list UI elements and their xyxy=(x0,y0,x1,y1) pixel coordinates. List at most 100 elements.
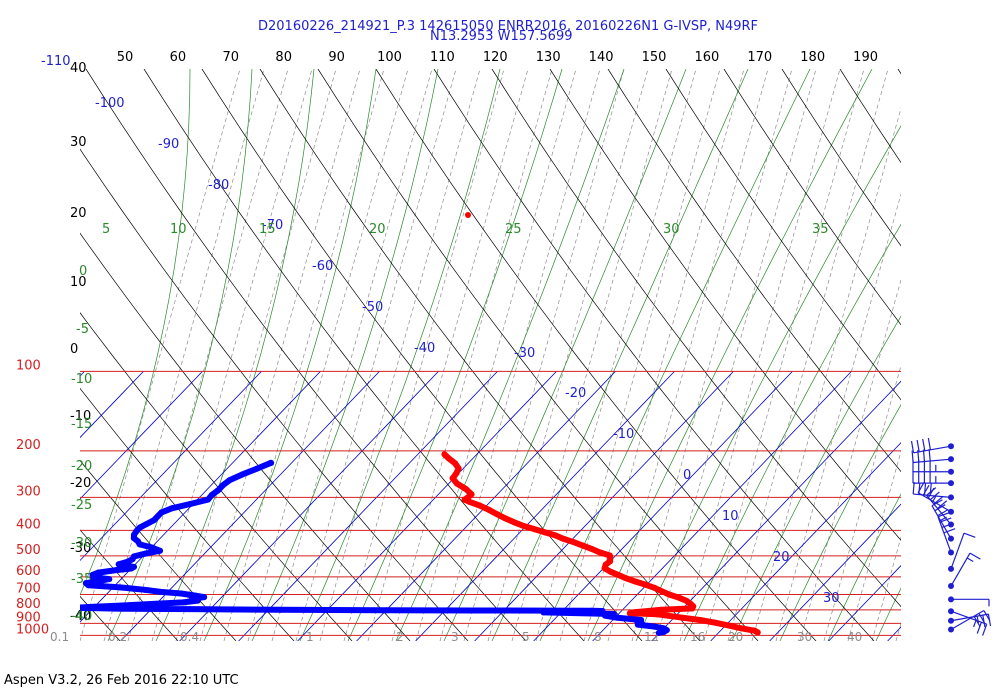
dry-adiabat xyxy=(433,69,875,641)
wind-barb-point xyxy=(948,494,954,501)
temperature-point xyxy=(651,584,658,591)
mixing-ratio-label: 2 xyxy=(396,630,404,644)
isotherm-line xyxy=(120,371,380,641)
wind-barb xyxy=(937,512,956,556)
isotherm-label: -90 xyxy=(158,137,179,152)
isotherm-lines xyxy=(80,371,1000,641)
height-label: -20 xyxy=(70,476,91,491)
pressure-label: 800 xyxy=(16,597,41,612)
temperature-point xyxy=(607,568,614,575)
mixing-ratio-line xyxy=(535,69,697,641)
top-axis-label: 70 xyxy=(223,50,240,65)
pressure-label: 500 xyxy=(16,543,41,558)
dry-adiabat xyxy=(665,69,901,401)
dewpoint-point xyxy=(124,558,131,565)
isotherm-line xyxy=(710,442,901,641)
dewpoint-point xyxy=(239,471,246,478)
wind-barb-point xyxy=(948,468,954,475)
wind-barb xyxy=(948,552,981,590)
wind-barb xyxy=(948,532,976,572)
mixing-ratio-line xyxy=(895,621,901,641)
mixing-ratio-line xyxy=(343,69,505,641)
pressure-label: 200 xyxy=(16,438,41,453)
isotherm-line xyxy=(947,371,1000,641)
wind-barb-staff xyxy=(950,552,971,587)
dewpoint-point xyxy=(613,614,620,621)
dry-adiabat xyxy=(201,69,643,641)
dewpoint-point xyxy=(177,590,184,597)
wetbulb-label: 30 xyxy=(663,222,680,237)
isotherm-label: -100 xyxy=(95,96,125,111)
dewpoint-point xyxy=(113,567,120,574)
isotherm-line xyxy=(415,371,675,641)
isotherm-label: 30 xyxy=(823,591,840,606)
wind-barb-point xyxy=(948,480,954,487)
moist-adiabat xyxy=(155,69,315,641)
mixing-ratio-line xyxy=(607,69,769,641)
dry-adiabat xyxy=(375,69,817,641)
isotherm-label: -10 xyxy=(613,427,634,442)
wind-barb-point xyxy=(948,456,954,463)
temperature-point xyxy=(579,542,586,549)
moist-adiabat xyxy=(299,69,501,641)
wind-barb-flag xyxy=(916,439,920,452)
wind-barb-point xyxy=(948,583,954,590)
wetbulb-label: 20 xyxy=(369,222,386,237)
wind-barb-flag xyxy=(937,512,950,518)
wetbulb-label: -15 xyxy=(71,417,92,432)
mixing-ratio-line xyxy=(367,69,529,641)
isotherm-line xyxy=(651,380,901,641)
wind-barb-staff xyxy=(937,516,952,553)
wind-barb-flag xyxy=(973,615,981,627)
temperature-point xyxy=(683,597,690,604)
isotherm-line xyxy=(80,371,262,561)
mixing-ratio-line xyxy=(511,69,673,641)
wind-barb xyxy=(931,499,954,542)
top-axis-label: 150 xyxy=(642,50,667,65)
wetbulb-label: 35 xyxy=(812,222,829,237)
mixing-ratio-line xyxy=(247,69,409,641)
moist-adiabat xyxy=(251,69,439,641)
isotherm-line xyxy=(80,371,203,500)
dewpoint-point xyxy=(88,603,95,610)
dewpoint-point xyxy=(634,621,641,628)
dewpoint-point xyxy=(208,492,215,499)
top-axis-label: 170 xyxy=(747,50,772,65)
dewpoint-line xyxy=(80,459,670,636)
wind-barb xyxy=(912,471,954,487)
wind-barb-point xyxy=(948,626,954,633)
temperature-point xyxy=(725,622,732,629)
height-label: -30 xyxy=(70,541,91,556)
dewpoint-point xyxy=(188,595,195,602)
dewpoint-point xyxy=(540,609,547,616)
wind-barb-flag xyxy=(927,437,932,450)
wind-barb-flag xyxy=(937,509,949,517)
dry-adiabat xyxy=(80,312,353,641)
temperature-point xyxy=(511,519,518,526)
isotherm-label: -40 xyxy=(414,341,435,356)
temperature-point xyxy=(493,511,500,518)
temperature-point xyxy=(654,611,661,618)
dewpoint-point xyxy=(117,584,124,591)
isotherm-label: 0 xyxy=(683,468,691,483)
mixing-ratio-line xyxy=(920,69,1000,641)
mixing-ratio-line xyxy=(415,69,577,641)
temperature-point xyxy=(452,460,459,467)
height-label: 30 xyxy=(70,135,87,150)
wind-barb xyxy=(948,596,990,607)
dry-adiabat xyxy=(143,69,585,641)
isotherm-line xyxy=(592,371,852,641)
wind-barb-flag xyxy=(932,494,937,502)
wetbulb-label: -5 xyxy=(76,322,89,337)
temperature-point xyxy=(453,470,460,477)
moist-adiabat xyxy=(587,69,873,641)
mixing-ratio-line xyxy=(463,69,625,641)
mixing-ratio-line xyxy=(583,69,745,641)
temperature-point xyxy=(596,549,603,556)
wind-barb-flag xyxy=(929,491,940,501)
temperature-point xyxy=(658,606,665,613)
dewpoint-point xyxy=(589,607,596,614)
height-label: 10 xyxy=(70,275,87,290)
isotherm-label: -70 xyxy=(262,218,283,233)
